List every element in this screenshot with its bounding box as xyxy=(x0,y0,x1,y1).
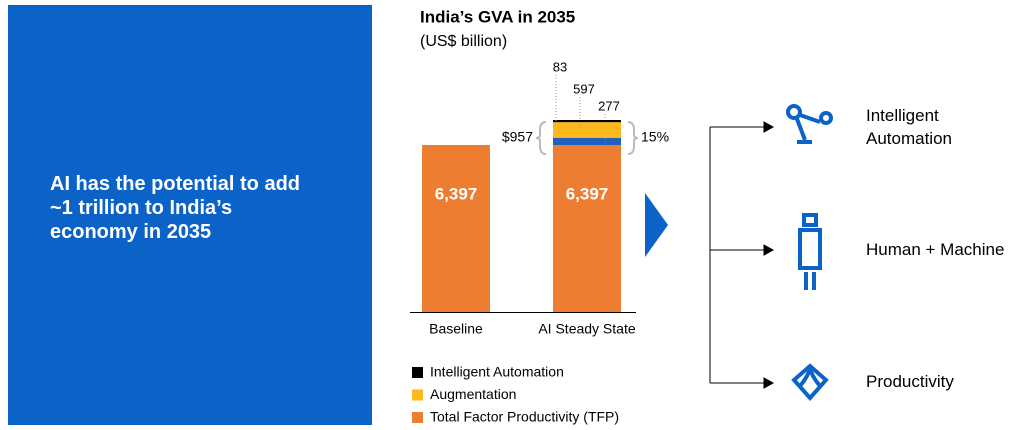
chart-subtitle: (US$ billion) xyxy=(420,33,507,50)
data-label: 83 xyxy=(553,59,567,74)
bar-segment xyxy=(422,144,490,312)
legend-label: Total Factor Productivity (TFP) xyxy=(430,409,619,425)
bar-segment xyxy=(553,120,621,123)
data-label: 597 xyxy=(573,81,595,96)
annotation: $957 xyxy=(502,129,533,145)
headline-panel xyxy=(8,5,372,425)
legend-swatch xyxy=(412,412,423,423)
bar-segment xyxy=(553,144,621,312)
legend-label: Intelligent Automation xyxy=(430,364,564,380)
connector xyxy=(709,121,775,389)
legend-swatch xyxy=(412,367,423,378)
data-label: 6,397 xyxy=(435,184,478,203)
flow-label: Human + Machine xyxy=(866,240,1005,259)
icon-automation xyxy=(786,104,833,144)
x-tick-label: AI Steady State xyxy=(538,321,635,337)
icon-human-machine xyxy=(798,213,822,290)
arrow-shape xyxy=(645,193,668,257)
legend-swatch xyxy=(412,389,423,401)
x-tick-label: Baseline xyxy=(429,321,483,337)
flow-label: Intelligent Automation xyxy=(866,106,952,148)
annotation: 15% xyxy=(641,129,669,145)
legend-label: Augmentation xyxy=(430,386,516,402)
brace-left xyxy=(535,121,547,155)
data-label: 6,397 xyxy=(566,184,609,203)
chart-title: India’s GVA in 2035 xyxy=(420,7,575,26)
flow-label: Productivity xyxy=(866,372,954,391)
bar-segment xyxy=(553,122,621,138)
icon-productivity xyxy=(791,363,829,402)
headline: AI has the potential to add ~1 trillion … xyxy=(50,173,301,243)
data-label: 277 xyxy=(598,98,620,113)
brace-right xyxy=(627,121,639,155)
bar-segment xyxy=(553,137,621,145)
